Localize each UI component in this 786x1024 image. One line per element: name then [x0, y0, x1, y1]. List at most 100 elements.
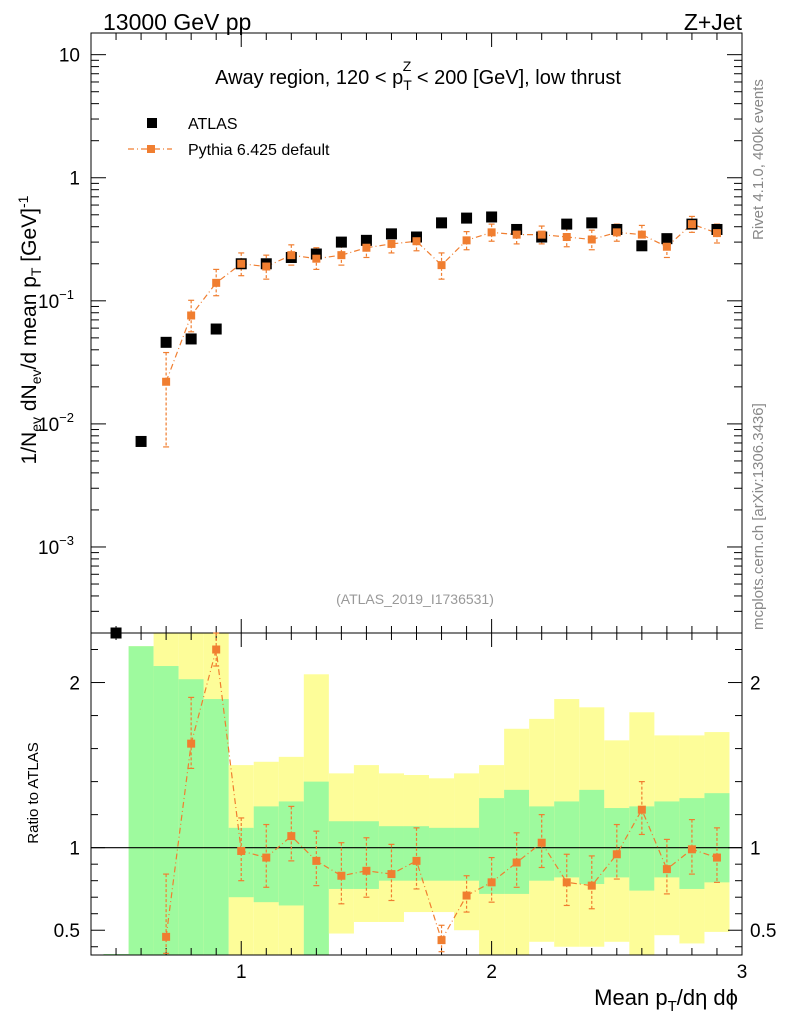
ratio-band-inner [504, 789, 530, 894]
pythia-data-point [237, 259, 246, 268]
legend-pythia-marker [147, 145, 155, 153]
atlas-data-point [310, 248, 322, 260]
atlas-data-point [511, 223, 523, 235]
mcplots-info-label: mcplots.cern.ch [arXiv:1306.3436] [750, 403, 767, 630]
ratio-data-point [562, 878, 571, 887]
pythia-data-point [412, 237, 421, 246]
pythia-data-point [437, 261, 446, 270]
ratio-band-inner [579, 789, 605, 884]
rivet-info-label: Rivet 4.1.0, 400k events [750, 79, 767, 240]
ratio-data-point [537, 838, 546, 847]
pythia-data-point [212, 278, 221, 287]
y-tick-label: 10−3 [38, 533, 74, 559]
ratio-data-point [362, 866, 371, 875]
atlas-data-point [486, 211, 498, 223]
ratio-data-point [712, 853, 721, 862]
legend-pythia-label: Pythia 6.425 default [188, 142, 330, 159]
atlas-data-point [110, 627, 122, 639]
atlas-data-point [335, 236, 347, 248]
ratio-band-inner [454, 827, 480, 881]
ratio-y-tick-label: 0.5 [54, 921, 80, 942]
ratio-y-tick-label: 2 [69, 674, 80, 695]
header-right-label: Z+Jet [684, 9, 743, 35]
atlas-data-point [636, 240, 648, 252]
pythia-data-point [512, 230, 521, 239]
ratio-band-inner [704, 793, 730, 883]
atlas-data-point [185, 333, 197, 345]
ratio-data-layer [162, 632, 721, 954]
y-tick-label: 10−1 [38, 287, 74, 313]
ratio-y-tick-label-right: 2 [750, 674, 761, 695]
ratio-data-point [312, 856, 321, 865]
ratio-data-point [437, 936, 446, 945]
atlas-data-point [360, 234, 372, 246]
ratio-data-point [262, 853, 271, 862]
x-axis-label: Mean pT/dη dϕ [594, 985, 738, 1015]
ratio-data-point [287, 832, 296, 841]
x-tick-label: 2 [486, 962, 497, 983]
pythia-data-point [612, 228, 621, 237]
ratio-band-inner [429, 827, 455, 881]
atlas-data-point [411, 231, 422, 243]
atlas-data-point [461, 212, 473, 224]
ratio-data-point [387, 870, 396, 879]
ratio-band-inner [128, 646, 154, 955]
legend-atlas-label: ATLAS [188, 116, 238, 133]
atlas-data-point [160, 336, 172, 348]
pythia-data-point [487, 228, 496, 237]
atlas-data-point [561, 218, 573, 230]
ratio-band-inner [178, 679, 204, 955]
ratio-data-point [587, 881, 596, 890]
pythia-data-point [312, 254, 321, 263]
main-data-layer [110, 211, 723, 639]
ratio-band-inner [203, 699, 229, 955]
ratio-data-point [612, 850, 621, 859]
pythia-data-point [637, 230, 646, 239]
y-tick-label: 10 [59, 46, 80, 67]
y-tick-label: 1 [69, 169, 80, 190]
pythia-data-point [662, 242, 671, 251]
pythia-data-point [187, 311, 196, 320]
legend-atlas-marker [147, 118, 157, 128]
ratio-data-point [412, 856, 421, 865]
pythia-series-line [165, 223, 718, 382]
ratio-y-tick-label-right: 1 [750, 839, 761, 860]
pythia-data-point [712, 229, 721, 238]
atlas-data-point [661, 233, 673, 245]
ratio-data-point [212, 645, 221, 654]
pythia-data-point [562, 233, 571, 242]
pythia-data-point [462, 236, 471, 245]
ratio-data-point [237, 846, 246, 855]
atlas-data-point [210, 323, 222, 335]
atlas-data-point [586, 217, 598, 229]
pythia-data-point [362, 243, 371, 252]
pythia-data-point [262, 262, 271, 271]
pythia-data-point [587, 235, 596, 244]
x-tick-label: 3 [737, 962, 748, 983]
pythia-data-point [387, 239, 396, 248]
ratio-y-tick-label: 1 [69, 839, 80, 860]
atlas-data-point [436, 217, 448, 229]
pythia-data-point [337, 251, 346, 260]
ratio-band-inner [629, 806, 655, 891]
ratio-data-point [487, 878, 496, 887]
ratio-data-point [337, 871, 346, 880]
analysis-id-label: (ATLAS_2019_I1736531) [336, 591, 494, 607]
ratio-y-axis-label: Ratio to ATLAS [25, 742, 42, 843]
ratio-y-tick-label-right: 0.5 [750, 921, 776, 942]
ratio-data-point [462, 891, 471, 900]
legend: ATLAS Pythia 6.425 default [128, 116, 330, 159]
ratio-data-point [512, 858, 521, 867]
x-tick-label: 1 [236, 962, 247, 983]
ratio-band-inner [679, 798, 705, 889]
ratio-data-point [662, 865, 671, 874]
atlas-data-point [385, 228, 397, 240]
ratio-data-point [162, 932, 171, 941]
pythia-data-point [537, 230, 546, 239]
ratio-data-point [637, 805, 646, 814]
plot-title: Away region, 120 < pTZ < 200 [GeV], low … [215, 58, 621, 93]
header-left-label: 13000 GeV pp [103, 9, 251, 35]
y-tick-label: 10−2 [38, 410, 74, 436]
ratio-band-mask [92, 634, 129, 954]
